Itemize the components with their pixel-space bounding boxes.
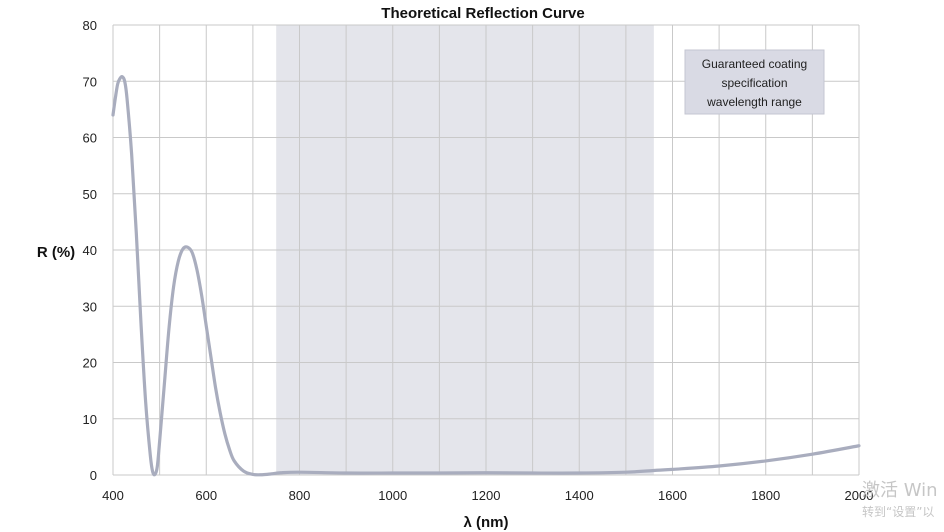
x-tick-label: 1800: [751, 488, 780, 503]
specification-annotation-line: wavelength range: [706, 95, 802, 109]
specification-annotation-box: [684, 49, 825, 115]
y-tick-label: 10: [83, 412, 97, 427]
x-tick-label: 1200: [472, 488, 501, 503]
y-tick-label: 20: [83, 356, 97, 371]
specification-annotation-line: specification: [721, 76, 787, 90]
x-tick-label: 1400: [565, 488, 594, 503]
x-tick-label: 600: [195, 488, 217, 503]
x-tick-label: 1600: [658, 488, 687, 503]
x-tick-label: 2000: [845, 488, 874, 503]
activation-watermark-title: 激活 Win: [862, 480, 938, 501]
y-tick-label: 70: [83, 74, 97, 89]
y-axis-label: R (%): [37, 244, 75, 261]
y-tick-label: 0: [90, 468, 97, 483]
x-axis-label: λ (nm): [464, 514, 509, 531]
y-tick-label: 40: [83, 243, 97, 258]
chart-title: Theoretical Reflection Curve: [381, 5, 584, 22]
y-tick-label: 80: [83, 18, 97, 33]
x-tick-label: 800: [289, 488, 311, 503]
y-tick-label: 30: [83, 299, 97, 314]
x-tick-label: 400: [102, 488, 124, 503]
activation-watermark-subtitle: 转到“设置”以: [862, 505, 935, 519]
specification-annotation-line: Guaranteed coating: [702, 57, 807, 71]
reflection-curve: [111, 75, 861, 477]
y-tick-label: 60: [83, 131, 97, 146]
x-tick-label: 1000: [378, 488, 407, 503]
y-tick-label: 50: [83, 187, 97, 202]
